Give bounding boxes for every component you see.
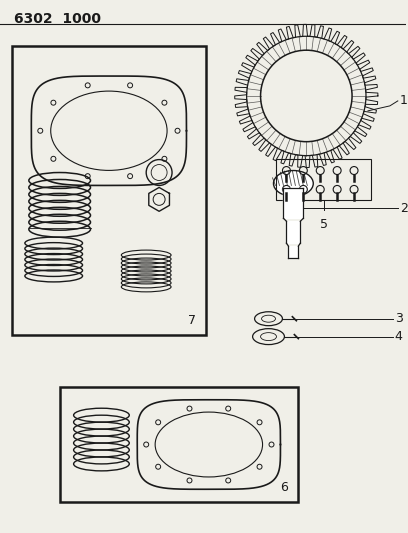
Polygon shape: [288, 246, 298, 258]
Bar: [60, 387, 298, 502]
Text: 4: 4: [395, 330, 403, 343]
Text: 5: 5: [320, 219, 328, 231]
Polygon shape: [286, 221, 300, 243]
Bar: [277, 159, 371, 200]
Bar: [12, 46, 206, 335]
Text: 6302  1000: 6302 1000: [14, 12, 101, 27]
Text: 2: 2: [400, 202, 408, 215]
Polygon shape: [284, 189, 303, 219]
Text: 1: 1: [400, 94, 408, 108]
Text: 7: 7: [188, 313, 196, 327]
Ellipse shape: [273, 171, 313, 196]
Text: 3: 3: [395, 312, 403, 325]
Text: 6: 6: [281, 481, 288, 494]
